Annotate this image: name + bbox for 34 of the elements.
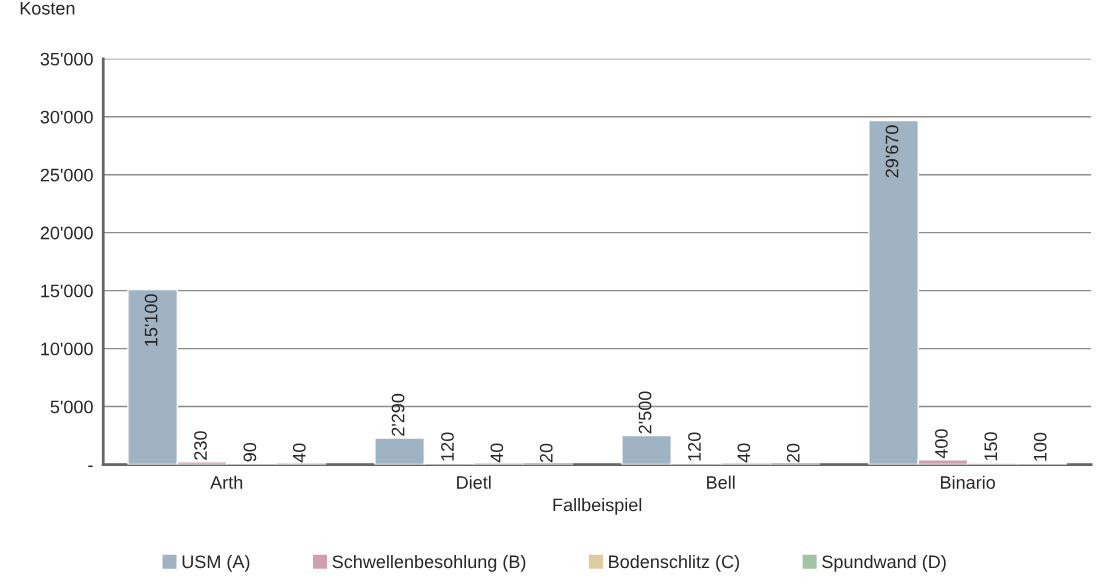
data-label: 400: [935, 429, 948, 459]
data-label: 40: [292, 443, 306, 463]
x-tick-label: Binario: [941, 475, 995, 489]
data-label: 29'670: [885, 125, 899, 178]
y-tick-label: 20'000: [40, 226, 93, 240]
data-label: 2'500: [638, 391, 652, 434]
data-label: 230: [194, 431, 207, 460]
y-tick-label: 35'000: [40, 52, 93, 66]
y-tick-label: 25'000: [40, 168, 93, 182]
data-label: 15'100: [144, 294, 158, 346]
legend-label: Bodenschlitz (C): [609, 554, 739, 572]
data-label: 120: [688, 432, 701, 461]
data-label: 40: [490, 443, 504, 463]
y-tick-label: 5'000: [50, 400, 93, 414]
legend-label: Schwellenbesohlung (B): [332, 554, 526, 572]
data-label: 120: [441, 432, 454, 461]
data-label: 20: [786, 443, 800, 463]
data-label: 100: [1033, 432, 1047, 461]
x-axis-title: Fallbeispiel: [553, 498, 642, 515]
x-tick-label: Arth: [210, 475, 243, 489]
x-tick-label: Bell: [707, 475, 735, 489]
y-tick-label: -: [88, 465, 93, 467]
data-label: 90: [243, 442, 257, 462]
y-axis-title: Kosten: [20, 2, 75, 15]
data-label: 20: [539, 443, 553, 463]
legend-label: USM (A): [182, 554, 250, 572]
y-tick-label: 10'000: [41, 342, 93, 356]
y-tick-label: 15'000: [41, 284, 93, 298]
legend-label: Spundwand (D): [822, 554, 946, 572]
x-tick-label: Dietl: [457, 475, 491, 489]
data-label: 2'290: [391, 393, 405, 436]
data-label: 40: [737, 443, 751, 463]
y-tick-label: 30'000: [40, 110, 93, 124]
data-label: 150: [984, 432, 998, 461]
